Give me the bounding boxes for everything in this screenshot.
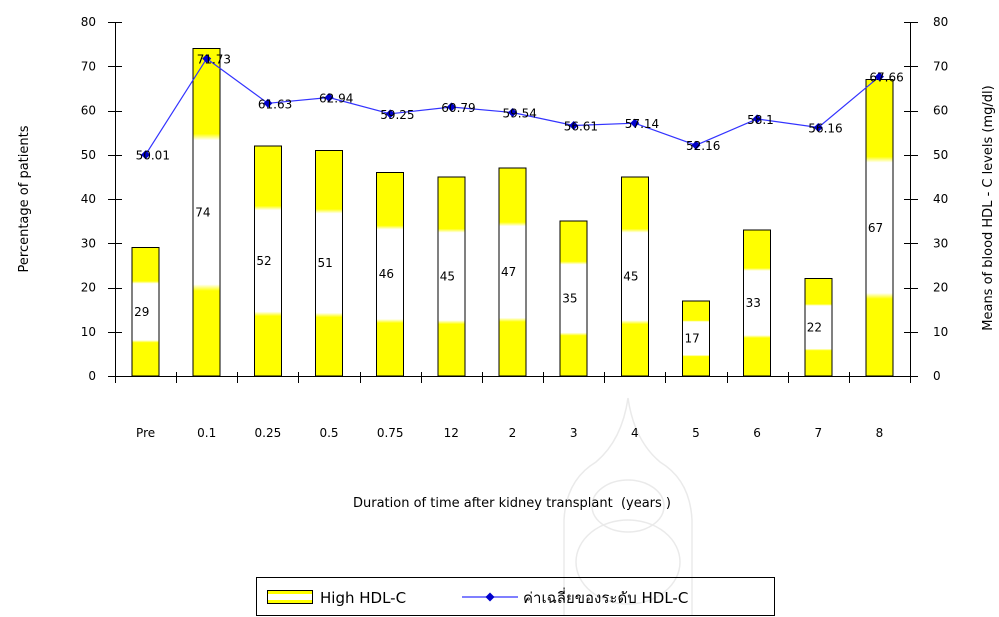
line-value-label: 61.63 [258, 97, 292, 111]
bar-value-label: 51 [318, 256, 333, 270]
line-value-label: 57.14 [625, 117, 659, 131]
bar-value-label: 35 [562, 292, 577, 306]
y-tick-label-left: 20 [81, 281, 96, 295]
line-marker [691, 140, 701, 150]
bar-value-label: 22 [807, 320, 822, 334]
y-tick-label-right: 20 [933, 281, 948, 295]
x-tick-label: 4 [631, 426, 639, 440]
line-value-label: 52.16 [686, 139, 720, 153]
line-value-label: 67.66 [869, 71, 903, 85]
legend-diamond-icon [485, 592, 495, 602]
bar-value-label: 17 [685, 331, 700, 345]
y-tick-label-right: 60 [933, 104, 948, 118]
y-tick-label-right: 10 [933, 325, 948, 339]
y-tick-label-left: 70 [81, 59, 96, 73]
bar-value-label: 45 [440, 269, 455, 283]
y-tick-label-right: 30 [933, 236, 948, 250]
line-value-label: 60.79 [441, 101, 475, 115]
bar-value-label: 67 [868, 221, 883, 235]
line-marker [630, 118, 640, 128]
y-tick-label-left: 50 [81, 148, 96, 162]
line-marker [141, 150, 151, 160]
x-tick-label: 2 [509, 426, 517, 440]
bar [559, 220, 588, 377]
bar-value-label: 29 [134, 305, 149, 319]
x-tick-label: 0.75 [377, 426, 404, 440]
line-marker [202, 54, 212, 64]
y-tick-label-left: 30 [81, 236, 96, 250]
line-marker [752, 114, 762, 124]
y-ticks-right: 0 10 20 30 40 50 60 70 80 [904, 15, 948, 383]
bar [498, 167, 527, 377]
x-ticks: Pre 0.1 0.25 0.5 0.75 12 2 3 4 5 6 7 8 [115, 372, 911, 440]
x-tick-label: 7 [814, 426, 822, 440]
bar [804, 278, 833, 377]
x-tick-label: Pre [136, 426, 155, 440]
x-tick-label: 6 [753, 426, 761, 440]
line-value-label: 59.25 [380, 108, 414, 122]
line-value-label: 58.1 [747, 113, 774, 127]
line-marker [385, 109, 395, 119]
hdl-mean-value-labels: 50.01 71.73 61.63 62.94 59.25 60.79 59.54 56.61… [136, 53, 904, 163]
y-tick-label-right: 70 [933, 59, 948, 73]
bar-value-label: 74 [195, 205, 210, 219]
y-tick-label-left: 0 [88, 369, 96, 383]
watermark-seal [563, 397, 693, 616]
y-tick-label-right: 40 [933, 192, 948, 206]
line-value-label: 62.94 [319, 92, 353, 106]
x-tick-label: 0.25 [255, 426, 282, 440]
x-tick-label: 3 [570, 426, 578, 440]
bar [192, 48, 221, 377]
line-value-label: 56.16 [808, 122, 842, 136]
line-marker [446, 102, 456, 112]
y-axis-title-right: Means of blood HDL - C levels (mg/dl) [981, 85, 996, 330]
bar-value-label: 33 [746, 296, 761, 310]
line-value-label: 71.73 [197, 53, 231, 67]
bar-value-label: 46 [379, 267, 394, 281]
x-tick-label: 0.5 [319, 426, 338, 440]
y-tick-label-right: 50 [933, 148, 948, 162]
watermark-spire [563, 397, 693, 616]
bar [682, 300, 710, 377]
legend-swatch-high-hdl [267, 590, 313, 604]
y-tick-label-right: 80 [933, 15, 948, 29]
y-tick-label-left: 10 [81, 325, 96, 339]
bar-value-labels: 29 74 52 51 46 45 47 35 45 17 33 22 67 [134, 205, 883, 345]
x-tick-label: 0.1 [197, 426, 216, 440]
line-value-label: 50.01 [136, 149, 170, 163]
line-marker [508, 108, 517, 118]
x-tick-label: 8 [876, 426, 884, 440]
watermark-ring-inner [591, 479, 665, 533]
hdl-mean-markers [141, 54, 884, 160]
bar-value-label: 47 [501, 265, 516, 279]
x-axis-title: Duration of time after kidney transplant… [353, 496, 671, 511]
y-ticks-left: 0 10 20 30 40 50 60 70 80 [81, 15, 122, 383]
bar [865, 79, 894, 377]
bar-value-label: 52 [256, 254, 271, 268]
line-marker [324, 92, 334, 102]
line-marker [263, 98, 273, 108]
bar [620, 176, 649, 377]
line-marker [813, 122, 823, 132]
line-marker [569, 121, 579, 131]
y-tick-label-right: 0 [933, 369, 941, 383]
bar-value-label: 45 [623, 269, 638, 283]
legend-label-hdl-mean: ค่าเฉลี่ยของระดับ HDL-C [523, 587, 688, 607]
x-tick-label: 12 [444, 426, 459, 440]
line-marker [874, 72, 884, 82]
watermark-ring-outer [575, 519, 681, 605]
bar [131, 247, 160, 377]
legend-frame [256, 577, 775, 616]
y-axis-title-left: Percentage of patients [17, 125, 32, 272]
line-value-label: 59.54 [503, 107, 537, 121]
y-tick-label-left: 80 [81, 15, 96, 29]
y-tick-label-left: 60 [81, 104, 96, 118]
legend: High HDL-C ค่าเฉลี่ยของระดับ HDL-C [256, 577, 775, 616]
x-tick-label: 5 [692, 426, 700, 440]
line-value-label: 56.61 [564, 120, 598, 134]
bar-series-high-hdl [131, 48, 894, 377]
y-tick-label-left: 40 [81, 192, 96, 206]
legend-label-high-hdl: High HDL-C [320, 589, 406, 607]
